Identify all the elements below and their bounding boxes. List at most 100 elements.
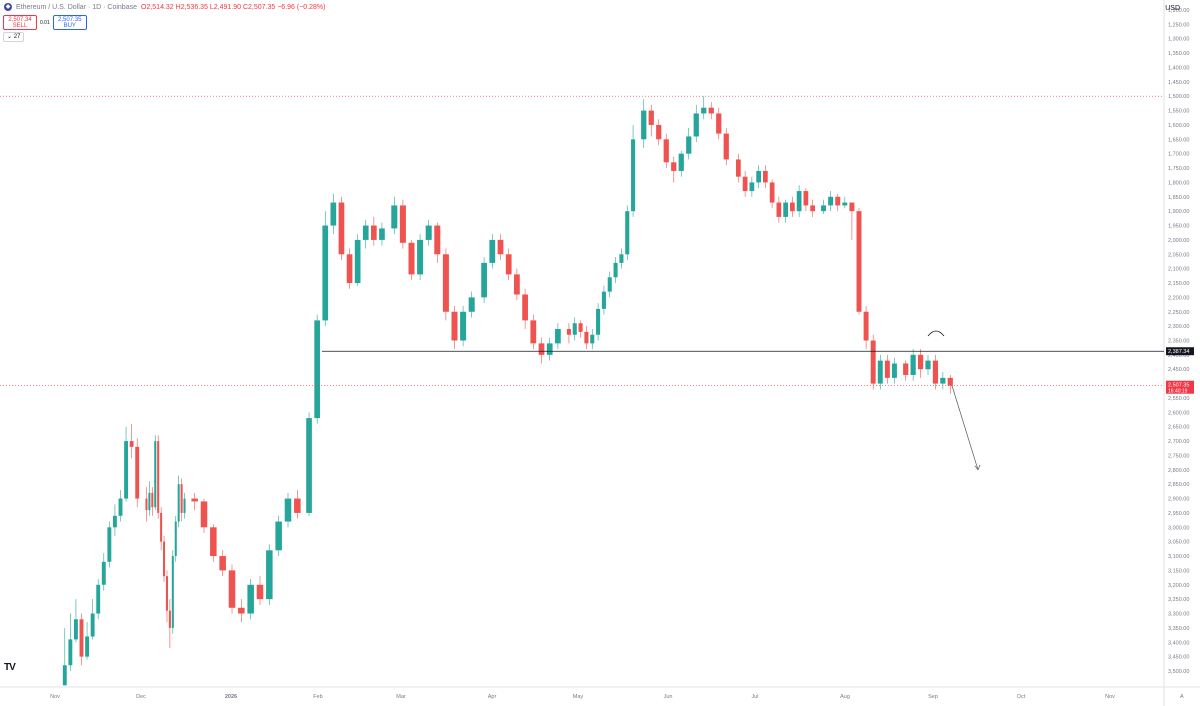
y-tick-label: 2,950.00 bbox=[1168, 511, 1189, 517]
candle-body bbox=[306, 418, 312, 513]
candle-body bbox=[266, 550, 273, 600]
candle-body bbox=[399, 205, 406, 243]
candle-body bbox=[783, 202, 788, 217]
candle-body bbox=[219, 556, 226, 571]
y-tick-label: 2,300.00 bbox=[1168, 324, 1189, 330]
candle-body bbox=[163, 541, 166, 577]
x-tick-label: Nov bbox=[1105, 694, 1115, 700]
y-tick-label: 2,450.00 bbox=[1168, 367, 1189, 373]
buy-button[interactable]: 2,507.35 BUY bbox=[52, 15, 87, 30]
candle-body bbox=[835, 196, 841, 206]
candle-body bbox=[828, 196, 834, 206]
candle-body bbox=[870, 340, 876, 384]
candle-body bbox=[903, 363, 909, 375]
candle-body bbox=[910, 354, 916, 375]
candle-body bbox=[338, 202, 345, 255]
y-tick-label: 2,900.00 bbox=[1168, 497, 1189, 503]
y-tick-label: 1,800.00 bbox=[1168, 180, 1189, 186]
candle-body bbox=[625, 211, 630, 255]
candle-body bbox=[742, 176, 748, 192]
candle-body bbox=[460, 311, 467, 341]
indicators-toggle[interactable]: ⌄ 27 bbox=[3, 32, 25, 42]
y-tick-label: 2,250.00 bbox=[1168, 310, 1189, 316]
candle-body bbox=[247, 584, 254, 614]
candle-body bbox=[481, 262, 487, 298]
y-tick-label: 1,450.00 bbox=[1168, 80, 1189, 86]
candle-body bbox=[210, 527, 217, 557]
x-tick-label: Oct bbox=[1017, 694, 1026, 700]
y-tick-label: 3,100.00 bbox=[1168, 554, 1189, 560]
candle-body bbox=[79, 619, 84, 657]
candle-body bbox=[228, 570, 236, 608]
candle-body bbox=[686, 136, 692, 154]
y-tick-label: 1,750.00 bbox=[1168, 166, 1189, 172]
arc-annotation bbox=[927, 330, 945, 337]
y-tick-label: 3,150.00 bbox=[1168, 568, 1189, 574]
candle-body bbox=[90, 613, 95, 637]
candle-body bbox=[160, 512, 163, 542]
y-tick-label: 1,950.00 bbox=[1168, 224, 1189, 230]
support-line-label-bg bbox=[1166, 347, 1194, 356]
y-tick-label: 1,300.00 bbox=[1168, 37, 1189, 43]
countdown-label: 16:40:19 bbox=[1168, 389, 1188, 395]
x-tick-label: Dec bbox=[136, 694, 146, 700]
y-tick-label: 2,550.00 bbox=[1168, 396, 1189, 402]
candle-body bbox=[842, 202, 848, 206]
y-tick-label: 1,900.00 bbox=[1168, 209, 1189, 215]
candle-body bbox=[408, 242, 415, 275]
candle-body bbox=[371, 225, 377, 240]
x-tick-label: Aug bbox=[840, 694, 850, 700]
y-tick-label: 1,250.00 bbox=[1168, 22, 1189, 28]
candle-body bbox=[810, 205, 815, 212]
symbol-header: ◆ Ethereum / U.S. Dollar · 1D · Coinbase… bbox=[0, 0, 325, 14]
candle-body bbox=[701, 107, 707, 114]
auto-scale-button: A bbox=[1180, 694, 1184, 700]
y-tick-label: 2,100.00 bbox=[1168, 267, 1189, 273]
y-tick-label: 2,150.00 bbox=[1168, 281, 1189, 287]
y-tick-label: 1,400.00 bbox=[1168, 65, 1189, 71]
candle-body bbox=[555, 329, 561, 344]
candle-body bbox=[442, 254, 449, 312]
y-tick-label: 3,300.00 bbox=[1168, 612, 1189, 618]
candle-body bbox=[656, 124, 662, 140]
candle-body bbox=[417, 239, 424, 275]
candle-body bbox=[275, 521, 282, 551]
y-tick-label: 3,500.00 bbox=[1168, 669, 1189, 675]
candle-body bbox=[107, 527, 112, 562]
indicator-count: 27 bbox=[13, 34, 21, 40]
x-tick-label: Jul bbox=[751, 694, 758, 700]
candle-body bbox=[578, 323, 583, 332]
candle-body bbox=[849, 202, 855, 212]
y-tick-label: 3,400.00 bbox=[1168, 640, 1189, 646]
candle-body bbox=[947, 377, 953, 386]
support-line-label: 2,387.34 bbox=[1168, 349, 1189, 355]
symbol-title[interactable]: Ethereum / U.S. Dollar · 1D · Coinbase bbox=[16, 3, 137, 11]
y-tick-label: 3,450.00 bbox=[1168, 655, 1189, 661]
ohlc-values: O2,514.32 H2,536.35 L2,491.90 C2,507.35 … bbox=[141, 3, 326, 11]
y-tick-label: 3,000.00 bbox=[1168, 525, 1189, 531]
tradingview-logo-icon[interactable]: TV bbox=[4, 662, 16, 673]
candle-body bbox=[736, 159, 741, 177]
candle-body bbox=[546, 343, 553, 355]
y-tick-label: 2,000.00 bbox=[1168, 238, 1189, 244]
candle-body bbox=[238, 607, 245, 614]
buy-label: BUY bbox=[63, 23, 76, 29]
y-tick-label: 2,700.00 bbox=[1168, 439, 1189, 445]
candle-body bbox=[584, 331, 589, 344]
candle-body bbox=[821, 205, 827, 212]
candle-body bbox=[165, 576, 168, 611]
currency-selector[interactable]: USD bbox=[1165, 5, 1180, 12]
candle-body bbox=[330, 202, 337, 226]
trade-box: 2,507.34 SELL 0.01 2,507.35 BUY bbox=[3, 15, 87, 30]
candle-body bbox=[522, 294, 528, 321]
candle-body bbox=[200, 501, 208, 528]
sell-button[interactable]: 2,507.34 SELL bbox=[3, 15, 37, 30]
candle-body bbox=[362, 225, 369, 240]
x-tick-label: 2026 bbox=[225, 694, 237, 700]
y-tick-label: 2,400.00 bbox=[1168, 353, 1189, 359]
candle-body bbox=[177, 484, 180, 522]
candle-body bbox=[619, 254, 624, 263]
x-tick-label: Sep bbox=[928, 694, 938, 700]
y-tick-label: 2,350.00 bbox=[1168, 339, 1189, 345]
